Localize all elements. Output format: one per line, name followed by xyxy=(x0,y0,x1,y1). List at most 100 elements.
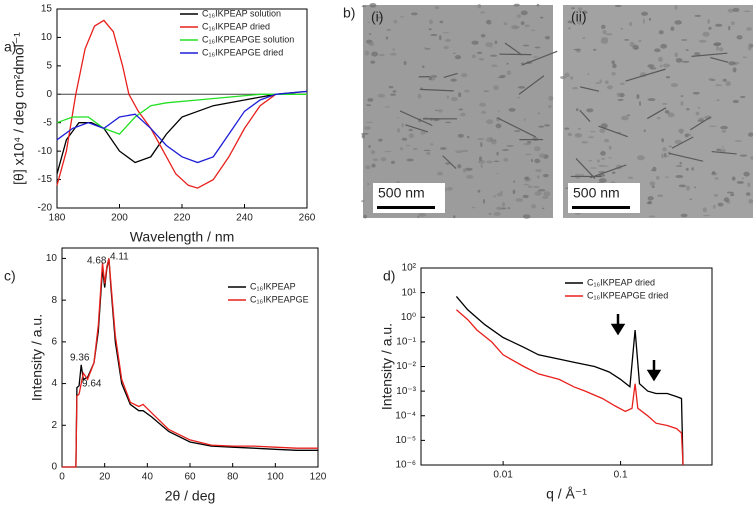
y-tick-label: 10¹ xyxy=(402,287,417,298)
speck xyxy=(417,93,422,99)
speck xyxy=(516,14,522,18)
speck xyxy=(702,207,707,213)
arrows xyxy=(610,314,662,382)
speck xyxy=(523,142,531,146)
fibre xyxy=(711,150,737,155)
speck xyxy=(486,119,494,125)
micrograph-ii xyxy=(563,5,753,218)
speck xyxy=(693,186,697,189)
speck xyxy=(723,197,730,203)
speck xyxy=(410,12,418,16)
speck xyxy=(368,33,372,35)
speck xyxy=(718,47,724,52)
speck xyxy=(542,195,549,200)
speck xyxy=(401,123,404,128)
speck xyxy=(439,35,442,41)
speck xyxy=(479,102,487,107)
speck xyxy=(662,103,668,105)
speck xyxy=(477,160,486,164)
x-tick-label: 80 xyxy=(227,472,239,483)
speck xyxy=(589,130,596,133)
y-tick-label: -5 xyxy=(43,117,52,128)
speck xyxy=(620,28,624,30)
fibre xyxy=(646,107,667,120)
speck xyxy=(675,165,683,167)
speck xyxy=(543,191,551,197)
speck xyxy=(434,6,440,10)
speck xyxy=(493,195,497,198)
speck xyxy=(361,134,365,139)
speck xyxy=(495,116,501,122)
x-axis-label: q / Å⁻¹ xyxy=(546,486,587,502)
series-line xyxy=(56,90,308,164)
speck xyxy=(465,167,473,171)
speck xyxy=(483,90,490,92)
speck xyxy=(586,108,594,113)
speck xyxy=(403,60,407,66)
speck xyxy=(642,18,645,24)
speck xyxy=(712,204,716,209)
legend-label: C₁₆IKPEAPGE dried xyxy=(587,290,668,300)
speck xyxy=(661,153,664,159)
speck xyxy=(658,30,664,35)
speck xyxy=(489,137,493,142)
y-tick-label: 10⁻⁶ xyxy=(395,460,416,471)
x-tick-label: 180 xyxy=(49,213,66,224)
speck xyxy=(588,160,593,162)
x-tick-label: 100 xyxy=(267,472,284,483)
speck xyxy=(524,24,530,28)
speck xyxy=(603,139,610,143)
y-tick-label: 10⁰ xyxy=(401,312,416,323)
speck xyxy=(501,201,506,208)
speck xyxy=(636,155,645,161)
speck xyxy=(739,154,748,157)
y-tick-label: 10⁻² xyxy=(396,361,416,372)
speck xyxy=(361,5,367,8)
panel-label: a) xyxy=(4,39,16,55)
speck xyxy=(577,7,583,12)
fibre xyxy=(399,110,433,127)
speck xyxy=(426,151,431,155)
speck xyxy=(652,166,657,172)
speck xyxy=(361,200,365,203)
speck xyxy=(488,213,492,215)
speck xyxy=(600,24,606,30)
speck xyxy=(463,168,467,173)
speck xyxy=(365,104,372,106)
legend-label: C₁₆IKPEAPGE dried xyxy=(202,47,283,57)
speck xyxy=(365,121,374,124)
x-tick-label: 0 xyxy=(59,472,65,483)
scale-label: 500 nm xyxy=(378,185,425,201)
speck xyxy=(681,60,690,63)
annotation: 4.68 xyxy=(87,256,107,267)
speck xyxy=(713,43,721,47)
speck xyxy=(587,73,590,76)
speck xyxy=(446,95,450,99)
speck xyxy=(439,20,444,24)
speck xyxy=(522,194,529,199)
speck xyxy=(490,47,493,49)
speck xyxy=(369,3,377,8)
y-tick-label: 6 xyxy=(51,336,57,347)
fibre xyxy=(504,42,523,56)
speck xyxy=(730,193,735,197)
speck xyxy=(360,132,369,135)
speck xyxy=(598,164,605,167)
speck xyxy=(564,72,570,78)
y-tick-label: 0 xyxy=(46,89,52,100)
scale-label: 500 nm xyxy=(573,185,620,201)
speck xyxy=(721,146,724,149)
speck xyxy=(695,111,700,116)
speck xyxy=(457,164,462,169)
speck xyxy=(485,42,494,47)
speck xyxy=(393,19,398,24)
speck xyxy=(493,85,499,91)
speck xyxy=(708,77,714,81)
speck xyxy=(732,67,737,73)
speck xyxy=(533,185,540,189)
speck xyxy=(582,10,588,15)
x-tick-label: 240 xyxy=(236,213,253,224)
speck xyxy=(477,138,485,141)
speck xyxy=(489,54,498,57)
annotation: 9.36 xyxy=(70,353,90,364)
